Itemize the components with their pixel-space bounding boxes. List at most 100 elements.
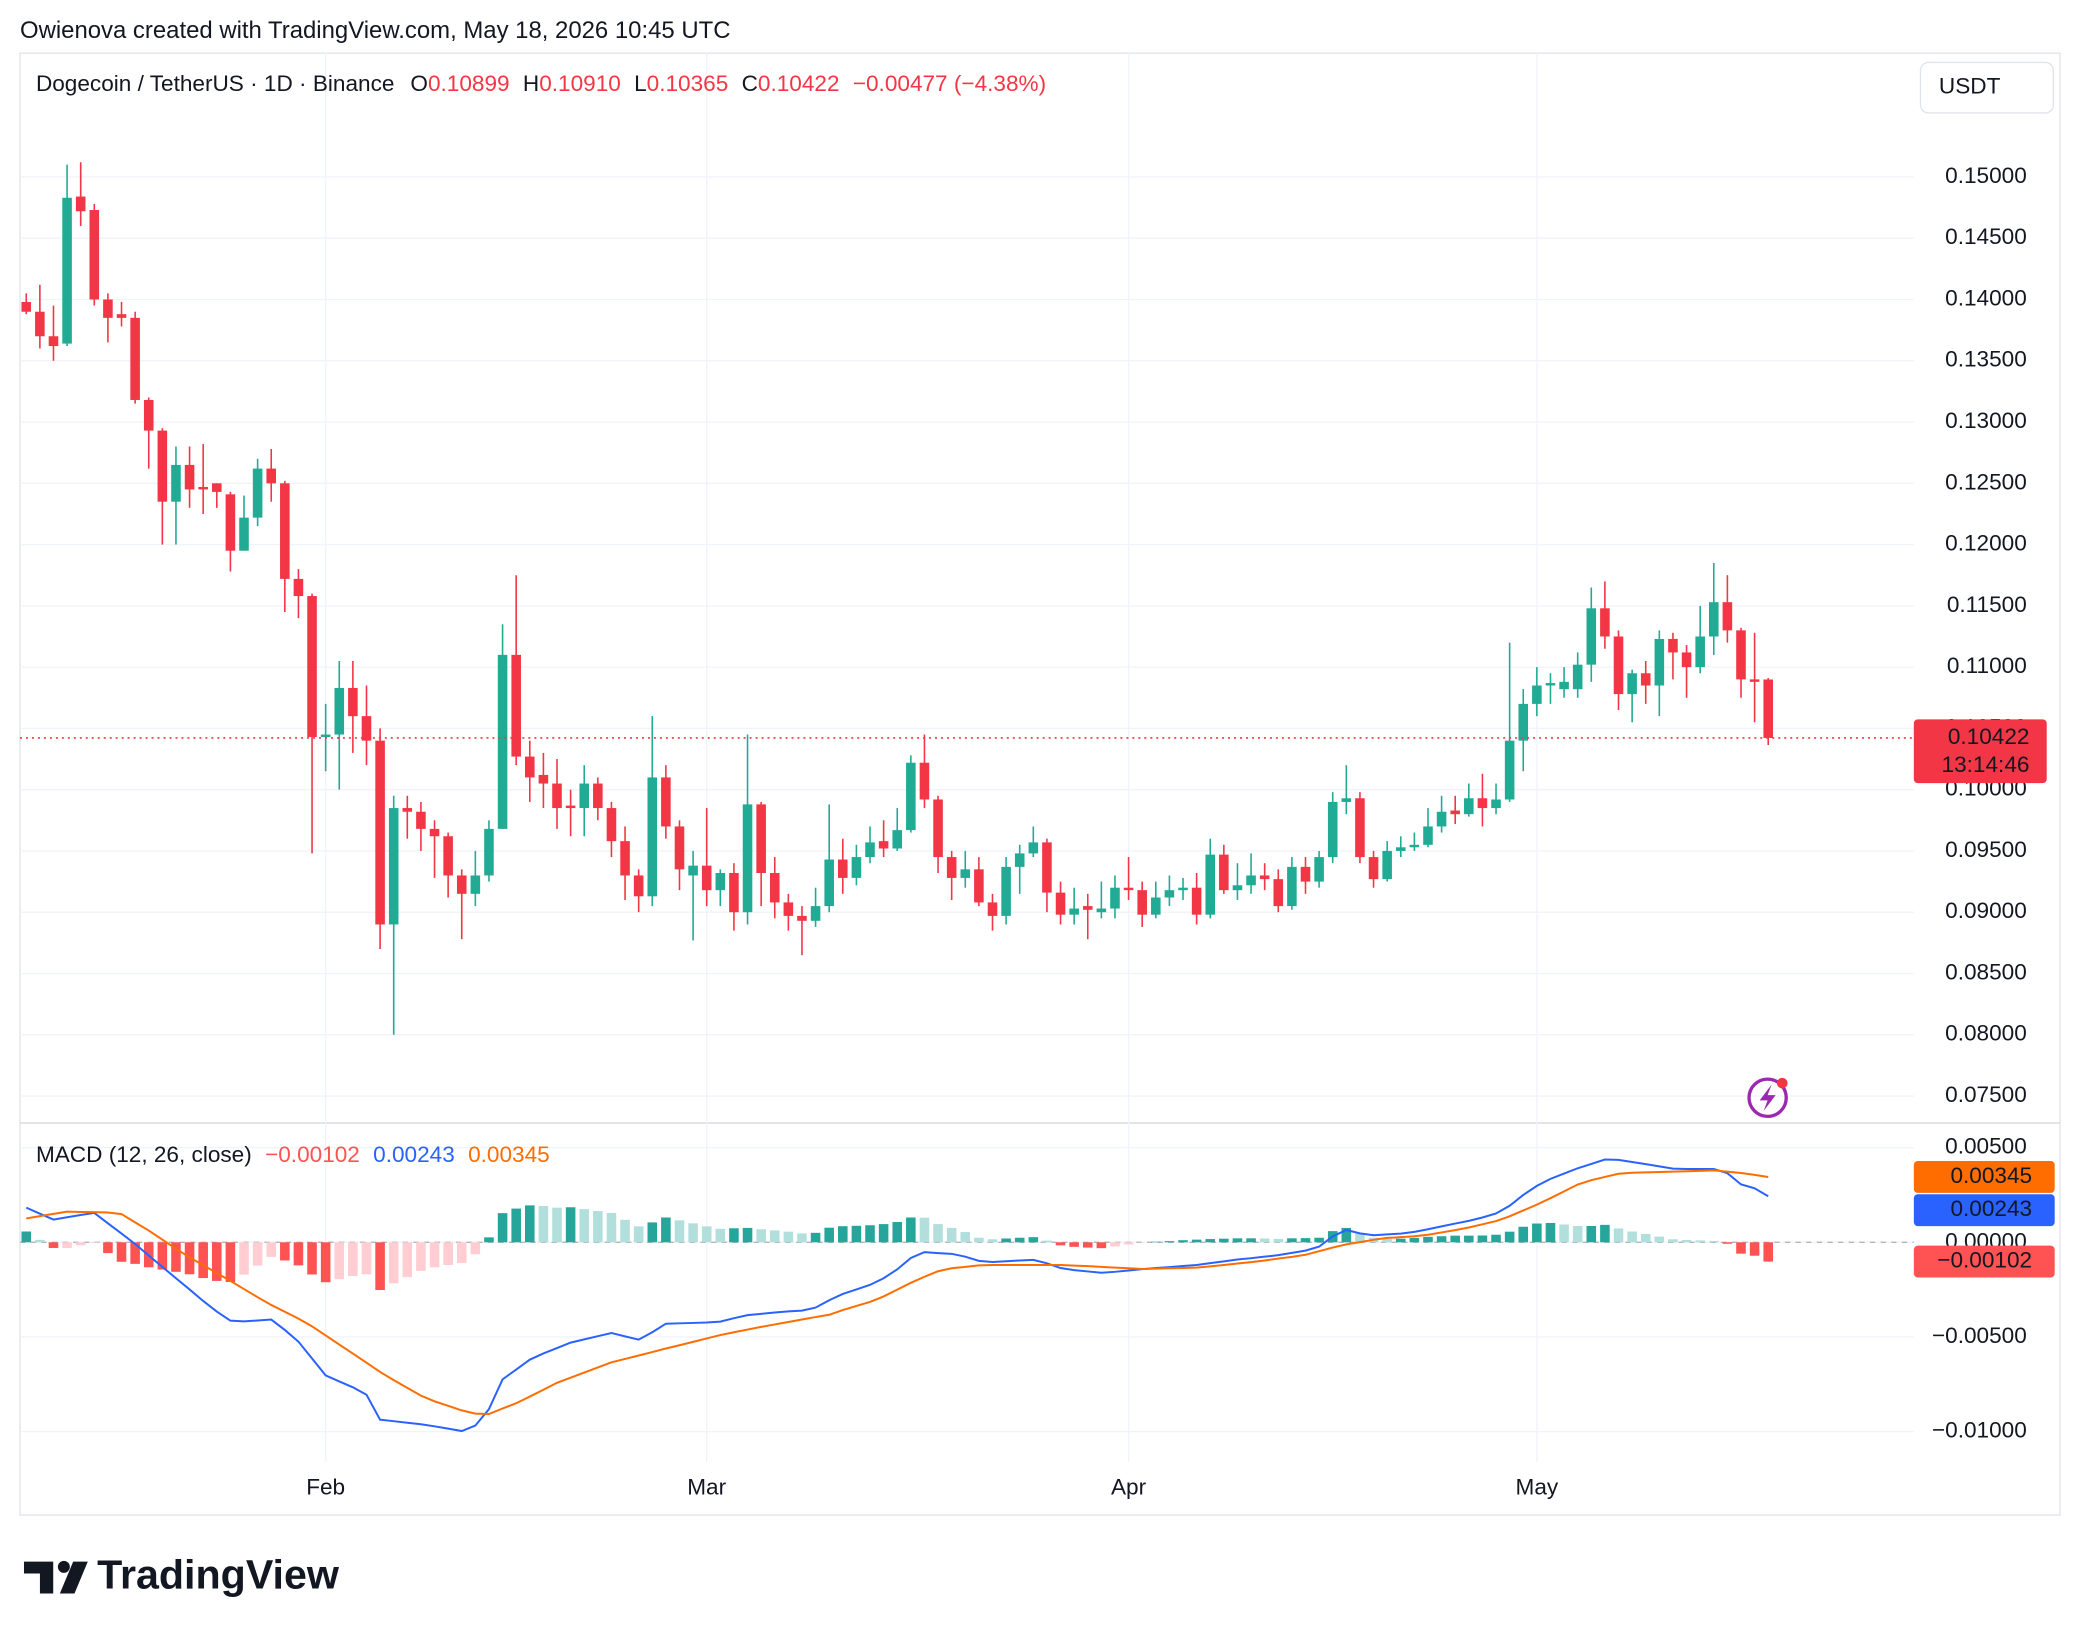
candle-body [1763, 679, 1773, 738]
alert-icon[interactable] [1747, 1077, 1788, 1119]
currency-button-label[interactable]: USDT [1939, 74, 2001, 99]
candle-body [307, 596, 317, 737]
y-tick-label: 0.13000 [1945, 408, 2027, 433]
histogram-bar [1395, 1238, 1406, 1243]
candle-body [1259, 875, 1270, 880]
histogram-bar [35, 1239, 45, 1243]
y-tick-label: 0.11000 [1947, 653, 2027, 678]
candle-body [1341, 798, 1352, 802]
y-tick-label: 0.00500 [1945, 1134, 2027, 1159]
histogram-bar [1654, 1236, 1665, 1243]
histogram-bar [89, 1242, 100, 1244]
candle-body [443, 836, 453, 876]
histogram-bar [1287, 1238, 1297, 1243]
histogram-bar [456, 1242, 467, 1263]
histogram-bar [511, 1208, 521, 1243]
candle-body [1191, 887, 1202, 915]
candle-body [851, 857, 862, 878]
histogram-bar [919, 1217, 930, 1243]
candle-body [715, 873, 726, 891]
histogram-bar [402, 1242, 413, 1278]
histogram-bar [701, 1226, 712, 1243]
histogram-bar [239, 1242, 249, 1275]
candle-body [1219, 854, 1229, 891]
brand-name: TradingView [97, 1551, 340, 1597]
candle-body [946, 857, 957, 878]
macd-legend: MACD (12, 26, close) −0.00102 0.00243 0.003… [36, 1142, 550, 1167]
candle-body [769, 873, 780, 903]
candle-body [1232, 885, 1243, 891]
brand-logo-t [23, 1561, 54, 1594]
candle-body [1137, 890, 1147, 915]
histogram-bar [579, 1209, 590, 1243]
histogram-bar [116, 1242, 127, 1262]
histogram-bar [1504, 1231, 1515, 1243]
ohlc-value: 0.10899 [428, 71, 510, 96]
y-tick-label: 0.09000 [1945, 898, 2027, 923]
candle-body [742, 804, 753, 913]
histogram-bar [1572, 1225, 1583, 1243]
candle-body [525, 756, 535, 778]
histogram-bar [674, 1220, 685, 1243]
x-tick-label: Feb [306, 1474, 345, 1499]
histogram-bar [470, 1242, 481, 1255]
histogram-bar [1763, 1242, 1773, 1262]
macd-value-label: −0.00102 [1937, 1248, 2032, 1273]
last-price-tag [1913, 719, 2047, 784]
histogram-bar [1600, 1224, 1610, 1243]
candle-body [1681, 652, 1692, 668]
candle-body [1069, 908, 1079, 915]
histogram-bar [1518, 1226, 1529, 1243]
y-tick-label: 0.09500 [1945, 837, 2027, 862]
histogram-bar [906, 1217, 916, 1243]
histogram-bar [620, 1219, 630, 1243]
histogram-bar [1273, 1238, 1284, 1243]
histogram-bar [1423, 1236, 1433, 1243]
ohlc-key: C [742, 71, 758, 96]
histogram-bar [1300, 1238, 1311, 1243]
histogram-bar [1178, 1240, 1188, 1243]
histogram-bar [1042, 1240, 1052, 1243]
candle-body [1572, 664, 1583, 690]
y-tick-label: 0.08500 [1945, 959, 2027, 984]
histogram-bar [1028, 1237, 1039, 1243]
histogram-bar [1464, 1235, 1474, 1243]
candle-body [1695, 636, 1705, 668]
candle-body [810, 906, 821, 921]
histogram-bar [497, 1213, 508, 1243]
histogram-bar [783, 1231, 794, 1243]
histogram-bar [892, 1222, 903, 1243]
histogram-bar [1069, 1242, 1079, 1247]
histogram-bar [1219, 1238, 1229, 1243]
histogram-bar [1164, 1241, 1175, 1243]
candle-body [960, 869, 971, 878]
histogram-bar [742, 1227, 753, 1243]
candle-body [606, 808, 617, 842]
histogram-bar [157, 1242, 168, 1270]
histogram-bar [1096, 1242, 1107, 1249]
macd-legend-label: MACD (12, 26, close) [36, 1142, 252, 1167]
candle-body [252, 468, 263, 518]
y-tick-label: 0.11500 [1947, 592, 2027, 617]
histogram-bar [525, 1205, 535, 1243]
bar-countdown: 13:14:46 [1942, 752, 2030, 777]
candle-body [1096, 908, 1107, 913]
histogram-bar [225, 1242, 236, 1283]
ohlc-value: 0.10422 [758, 71, 840, 96]
candle-body [1395, 847, 1406, 851]
histogram-bar [1205, 1239, 1216, 1243]
candle-body [103, 299, 113, 318]
currency-button[interactable] [1919, 61, 2055, 114]
candle-body [143, 399, 154, 431]
histogram-bar [1123, 1242, 1134, 1245]
candle-body [538, 774, 549, 784]
macd-value-tag [1913, 1194, 2055, 1227]
candle-body [1736, 630, 1746, 680]
candle-body [701, 865, 712, 891]
brand-logo [23, 1560, 88, 1594]
histogram-bar [252, 1242, 263, 1266]
symbol-title: Dogecoin / TetherUS · 1D · Binance [36, 71, 395, 96]
candle-body [1504, 740, 1515, 800]
candle-body [1287, 866, 1297, 907]
